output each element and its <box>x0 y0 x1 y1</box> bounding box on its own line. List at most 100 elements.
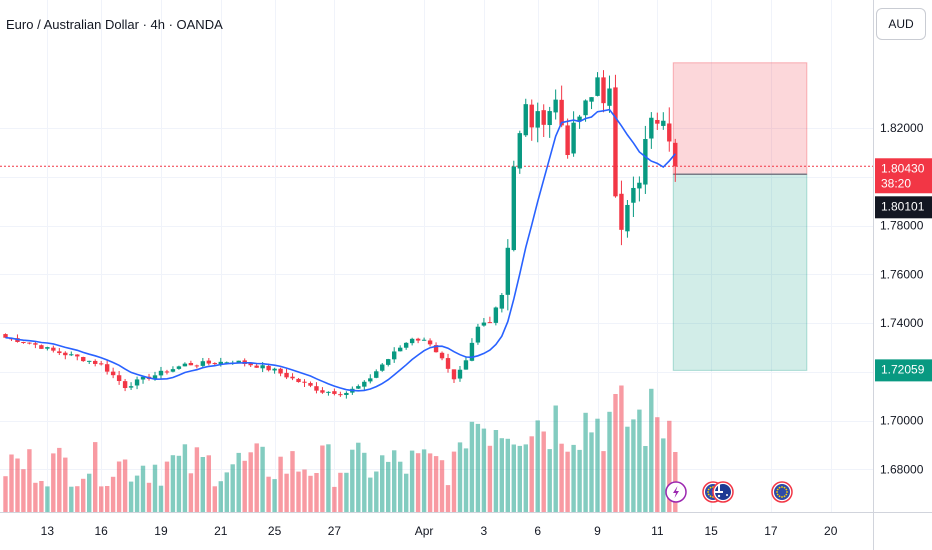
candle <box>415 337 421 344</box>
volume-bar <box>601 451 606 512</box>
chart-title: Euro / Australian Dollar · 4h · OANDA <box>6 17 223 32</box>
candle <box>571 111 576 157</box>
volume-bar <box>3 476 8 512</box>
lightning-icon[interactable] <box>665 481 687 503</box>
volume-bar <box>39 481 44 512</box>
volume-bar <box>505 438 510 512</box>
candle <box>445 353 451 373</box>
candle <box>248 362 253 368</box>
candle <box>625 200 630 238</box>
take-profit-zone[interactable] <box>672 173 808 371</box>
candle <box>505 239 511 311</box>
volume-bar <box>517 445 522 512</box>
candle <box>344 391 349 399</box>
candle <box>433 342 439 353</box>
eu-flag-icon[interactable] <box>771 481 793 503</box>
candle <box>63 351 68 360</box>
volume-bar <box>278 456 283 512</box>
volume-bar <box>21 469 26 512</box>
candle <box>655 112 660 130</box>
candle <box>541 104 546 138</box>
candle <box>57 348 62 356</box>
candle <box>409 337 415 346</box>
candle <box>547 106 552 138</box>
volume-bar <box>655 417 660 512</box>
event-markers[interactable] <box>665 481 793 503</box>
candle <box>457 366 463 382</box>
price-tick-label: 1.68000 <box>880 462 924 476</box>
candle <box>39 344 44 349</box>
candle <box>98 361 104 366</box>
short-position-tool[interactable] <box>672 62 808 371</box>
volume-bar <box>284 473 289 512</box>
candle <box>601 70 606 113</box>
candle <box>296 377 301 383</box>
stop-loss-zone[interactable] <box>672 62 808 175</box>
volume-bar <box>254 443 259 512</box>
candle <box>386 358 391 367</box>
time-tick-label: Apr <box>415 524 434 538</box>
volume-bar <box>326 444 331 512</box>
volume-bar <box>164 461 170 512</box>
volume-bar <box>260 446 265 512</box>
volume-bar <box>445 485 451 512</box>
volume-bar <box>427 453 433 512</box>
volume-bar <box>571 444 576 512</box>
volume-bar <box>523 444 528 512</box>
volume-bar <box>75 486 80 512</box>
volume-bar <box>511 444 516 512</box>
volume-bar <box>368 477 373 512</box>
volume-bar <box>667 420 672 512</box>
time-tick-label: 21 <box>214 524 228 538</box>
volume-bar <box>314 473 319 512</box>
candle <box>33 341 38 349</box>
currency-button[interactable]: AUD <box>876 8 926 40</box>
volume-bar <box>499 438 504 512</box>
volume-bar <box>374 471 379 512</box>
candle <box>392 347 397 363</box>
time-tick-label: 13 <box>41 524 55 538</box>
candle <box>637 176 642 202</box>
volume-bar <box>152 464 158 512</box>
au-flag-icon[interactable] <box>712 481 734 503</box>
volume-bar <box>176 455 182 512</box>
volume-bar <box>266 476 271 512</box>
candle <box>194 364 200 369</box>
volume-bar <box>158 485 164 512</box>
volume-bar <box>110 476 116 512</box>
candle <box>272 367 277 374</box>
candle <box>595 72 600 97</box>
volume-bar <box>134 475 140 512</box>
volume-bar <box>302 469 307 512</box>
volume-bar <box>338 472 343 512</box>
volume-bar <box>308 475 313 512</box>
candle <box>523 98 528 137</box>
time-tick-label: 19 <box>154 524 168 538</box>
candle <box>140 376 146 384</box>
time-tick-label: 20 <box>824 524 838 538</box>
volume-bar <box>469 421 475 512</box>
volume-bar <box>27 449 32 512</box>
volume-bar <box>661 438 666 512</box>
volume-bar <box>45 486 50 512</box>
volume-bar <box>553 405 558 512</box>
candle <box>116 370 122 385</box>
candle <box>362 380 367 391</box>
candle <box>613 74 618 198</box>
time-tick-label: 16 <box>95 524 109 538</box>
volume-bar <box>577 449 582 512</box>
candle <box>511 160 516 252</box>
entry-price-label-text: 1.80101 <box>881 199 925 213</box>
candle <box>314 382 319 394</box>
volume-bar <box>475 423 481 512</box>
volume-bar <box>224 472 229 512</box>
time-scale[interactable]: 13 16 19 21 25 27 Apr 3 6 9 11 15 17 20 <box>41 524 838 538</box>
candle <box>338 391 343 397</box>
volume-bar <box>421 449 427 512</box>
volume-bar <box>493 430 499 512</box>
volume-bar <box>230 464 235 512</box>
volume-bar <box>188 473 194 512</box>
